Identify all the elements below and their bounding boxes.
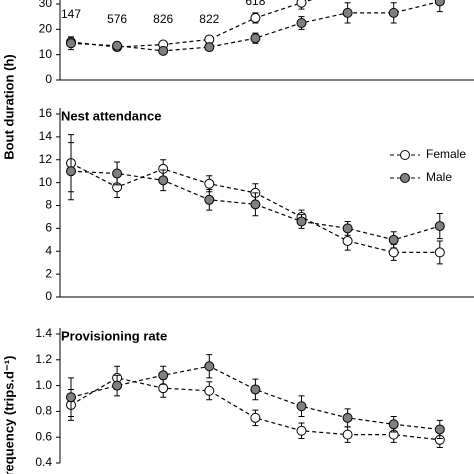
marker: [250, 12, 261, 23]
y-tick-label: 1.2: [35, 352, 52, 366]
sample-size: 826: [153, 12, 173, 26]
marker: [66, 38, 76, 49]
marker: [204, 385, 215, 396]
y-tick-label: 16: [39, 106, 53, 120]
y-tick-label: 1.0: [35, 378, 52, 392]
marker: [250, 384, 261, 395]
marker: [250, 33, 261, 44]
series-line: [70, 377, 440, 441]
marker: [204, 178, 215, 189]
y-tick-label: 8: [45, 198, 52, 212]
marker: [296, 425, 307, 436]
series-line: [70, 365, 440, 431]
y-tick-label: 12: [39, 152, 53, 166]
legend-marker: [400, 150, 410, 160]
marker: [388, 247, 399, 258]
marker: [342, 235, 353, 246]
panel-title: Provisioning rate: [61, 328, 167, 343]
marker: [388, 419, 399, 430]
marker: [296, 0, 307, 8]
marker: [388, 234, 399, 245]
marker: [112, 40, 123, 51]
marker: [66, 392, 76, 403]
marker: [250, 412, 261, 423]
marker: [158, 383, 169, 394]
y-tick-label: 0.4: [35, 455, 52, 469]
sample-size: 618: [245, 0, 265, 8]
marker: [112, 168, 123, 179]
marker: [342, 7, 353, 18]
y-tick-label: 0.8: [35, 404, 52, 418]
y-tick-label: 0: [45, 72, 52, 86]
marker: [296, 216, 307, 227]
y-tick-label: 10: [39, 175, 53, 189]
marker: [434, 221, 445, 232]
y-tick-label: 1.4: [35, 326, 52, 340]
marker: [250, 199, 261, 210]
y-tick-label: 10: [39, 47, 53, 61]
marker: [434, 0, 445, 7]
sample-size: 822: [199, 12, 219, 26]
marker: [434, 424, 445, 435]
y-tick-label: 20: [39, 22, 53, 36]
marker: [66, 166, 76, 177]
marker: [158, 45, 169, 56]
y-tick-label: 4: [45, 243, 52, 257]
sample-size: 147: [61, 7, 81, 21]
legend-label: Male: [426, 170, 452, 184]
marker: [342, 223, 353, 234]
marker: [204, 42, 215, 53]
marker: [204, 194, 215, 205]
marker: [204, 361, 215, 372]
marker: [112, 380, 123, 391]
y-axis-label: Frequency (trips.d⁻¹): [1, 356, 16, 474]
marker: [158, 175, 169, 186]
marker: [158, 370, 169, 381]
marker: [388, 7, 399, 18]
y-tick-label: 30: [39, 0, 53, 10]
marker: [342, 412, 353, 423]
marker: [434, 247, 445, 258]
y-tick-label: 14: [39, 129, 53, 143]
legend-marker: [400, 173, 410, 183]
legend-label: Female: [426, 147, 466, 161]
y-axis-label: Bout duration (h): [1, 54, 16, 159]
y-tick-label: 0.6: [35, 429, 52, 443]
marker: [296, 401, 307, 412]
y-tick-label: 6: [45, 221, 52, 235]
y-tick-label: 0: [45, 289, 52, 303]
marker: [342, 429, 353, 440]
y-tick-label: 2: [45, 266, 52, 280]
panel-title: Nest attendance: [61, 108, 161, 123]
sample-size: 576: [107, 12, 127, 26]
marker: [296, 18, 307, 28]
